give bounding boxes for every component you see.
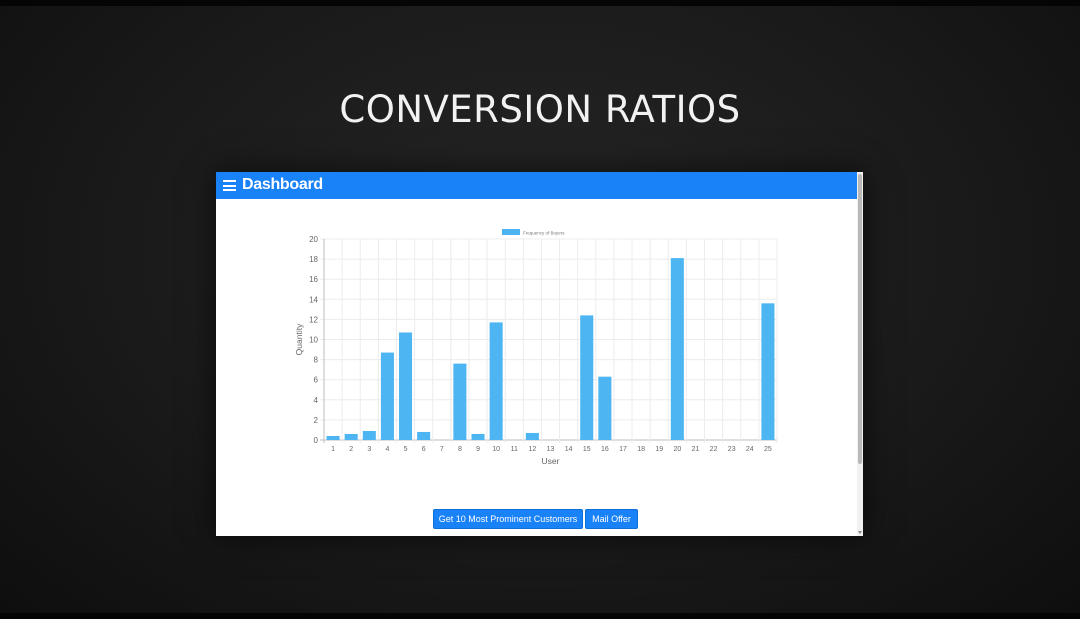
legend-label: Frequency of Buyers	[523, 231, 565, 236]
scrollbar-thumb[interactable]	[858, 174, 862, 464]
x-tick-label: 21	[692, 446, 700, 453]
chart-bar	[580, 315, 594, 440]
x-tick-label: 19	[655, 446, 663, 453]
x-tick-label: 24	[746, 446, 754, 453]
x-tick-label: 16	[601, 446, 609, 453]
y-tick-label: 4	[314, 396, 319, 405]
app-header: Dashboard	[216, 172, 857, 199]
x-tick-label: 14	[565, 446, 573, 453]
chart-bar	[525, 432, 539, 440]
x-tick-label: 13	[547, 446, 555, 453]
y-tick-label: 10	[309, 336, 318, 345]
slide-title: CONVERSION RATIOS	[339, 88, 741, 131]
chart-bar	[399, 332, 413, 440]
scroll-down-arrow-icon[interactable]	[858, 531, 862, 534]
chart-bar	[471, 433, 485, 440]
x-tick-label: 1	[331, 446, 335, 453]
x-tick-label: 12	[528, 446, 536, 453]
mail-offer-button[interactable]: Mail Offer	[585, 509, 638, 529]
x-tick-label: 11	[511, 446, 518, 453]
y-tick-label: 20	[309, 235, 318, 244]
y-tick-label: 6	[314, 376, 319, 385]
hamburger-menu-icon[interactable]	[223, 180, 236, 191]
x-tick-label: 18	[637, 446, 645, 453]
x-axis-title: User	[542, 456, 560, 466]
chart-bar	[362, 430, 376, 440]
y-tick-label: 0	[314, 436, 319, 445]
x-tick-label: 5	[404, 446, 408, 453]
x-tick-label: 8	[458, 446, 462, 453]
app-title: Dashboard	[242, 176, 323, 193]
y-tick-label: 12	[309, 315, 318, 324]
chart-bar	[598, 376, 612, 440]
x-tick-label: 7	[440, 446, 444, 453]
x-tick-label: 6	[422, 446, 426, 453]
x-tick-label: 2	[349, 446, 353, 453]
y-tick-label: 18	[309, 255, 318, 264]
x-tick-label: 23	[728, 446, 736, 453]
slide-bottom-border	[0, 613, 1080, 619]
x-tick-label: 10	[492, 446, 500, 453]
get-prominent-customers-button[interactable]: Get 10 Most Prominent Customers	[433, 509, 583, 529]
x-tick-label: 15	[583, 446, 591, 453]
chart-bar	[326, 435, 340, 440]
y-tick-label: 14	[309, 295, 318, 304]
x-tick-label: 22	[710, 446, 718, 453]
x-tick-label: 20	[673, 446, 681, 453]
dashboard-screenshot: Dashboard 0 2 4 6 8 10 12 14 16 18 20 1 2 3 4 5 6 7 8 9 10 11…	[216, 172, 863, 536]
x-tick-label: 17	[619, 446, 627, 453]
x-tick-label: 9	[476, 446, 480, 453]
legend-swatch	[502, 229, 520, 235]
chart-bar	[489, 322, 503, 440]
x-tick-label: 4	[385, 446, 389, 453]
chart-bar	[761, 303, 775, 440]
chart-bar	[380, 352, 394, 440]
scrollbar[interactable]	[857, 172, 863, 536]
y-tick-label: 8	[314, 356, 319, 365]
chart-bar	[344, 433, 358, 440]
x-tick-label: 3	[367, 446, 371, 453]
chart-bar	[670, 258, 684, 440]
slide-top-border	[0, 0, 1080, 6]
y-axis-title: Quantity	[294, 323, 304, 355]
y-tick-label: 2	[314, 416, 319, 425]
y-tick-label: 16	[309, 275, 318, 284]
chart-bar	[453, 363, 467, 440]
chart-bar	[417, 431, 431, 440]
x-tick-label: 25	[764, 446, 772, 453]
